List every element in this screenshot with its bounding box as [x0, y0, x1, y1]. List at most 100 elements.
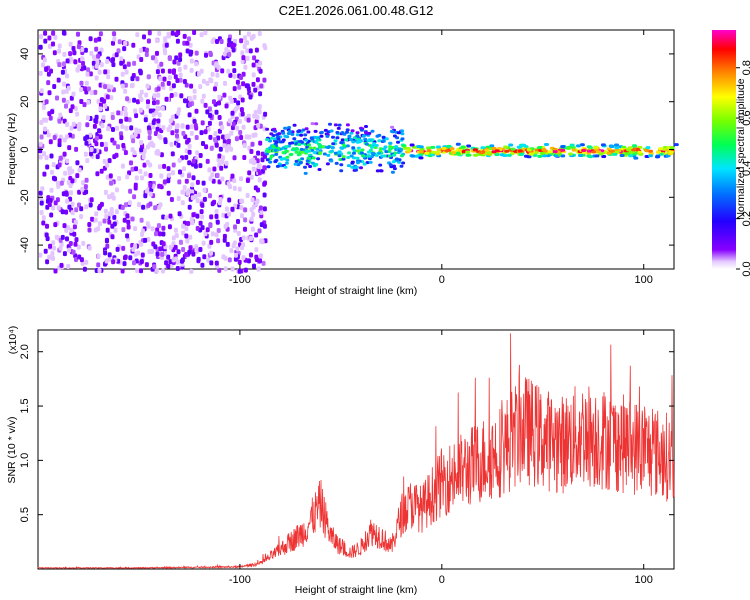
spectrogram-cell [81, 240, 86, 246]
spectrogram-cell [319, 130, 324, 134]
spectrogram-cell [229, 248, 234, 254]
spectrogram-cell [250, 141, 255, 147]
spectrogram-cell [226, 68, 231, 74]
spectrogram-cell [372, 142, 377, 146]
spectrogram-cell [168, 259, 173, 265]
spectrogram-cell [38, 190, 43, 196]
spectrogram-cell [179, 93, 184, 99]
spectrogram-cell [245, 40, 250, 46]
spectrogram-cell [57, 142, 62, 148]
spectrogram-cell [202, 196, 207, 202]
spectrogram-cell [258, 68, 263, 74]
spectrogram-cell [367, 131, 372, 135]
spectrogram-cell [264, 152, 269, 156]
spectrogram-cell [209, 214, 214, 220]
spectrogram-cell [125, 96, 130, 102]
spectrogram-cell [387, 150, 392, 153]
spectrogram-cell [187, 173, 191, 179]
spectrogram-cell [69, 190, 73, 196]
spectrogram-cell [201, 78, 206, 84]
spectrogram-cell [222, 143, 227, 149]
spectrogram-cell [198, 220, 203, 226]
spectrogram-cell [65, 73, 69, 79]
spectrogram-cell [175, 38, 180, 44]
spectrogram-cell [41, 104, 46, 110]
spectrogram-cell [260, 239, 265, 245]
spectrogram-cell [141, 204, 146, 210]
spectrogram-cell [528, 152, 534, 156]
spectrogram-cell [338, 158, 343, 161]
spectrogram-cell [308, 146, 313, 150]
spectrogram-cell [351, 146, 356, 150]
spectrogram-cell [176, 196, 181, 201]
spectrogram-cell [62, 251, 67, 257]
spectrogram-cell [339, 146, 344, 150]
spectrogram-cell [151, 124, 156, 130]
spectrogram-cell [210, 172, 215, 178]
spectrogram-cell [166, 127, 171, 132]
spectrogram-cell [155, 99, 160, 105]
spectrogram-cell [214, 61, 219, 67]
spectrogram-cell [224, 47, 229, 53]
spectrogram-cell [176, 249, 181, 255]
spectrogram-cell [216, 157, 221, 163]
spectrogram-cell [184, 226, 189, 232]
snr-y-label: SNR (10 * v/v) [6, 416, 18, 483]
spectrogram-cell [41, 117, 46, 123]
spectrogram-cell [294, 159, 299, 163]
spectrogram-cell [637, 150, 643, 154]
spectrogram-cell [134, 127, 139, 133]
spectrogram-cell [129, 125, 134, 131]
spectrogram-cell [227, 52, 232, 57]
spectrogram-cell [38, 252, 43, 258]
snr-panel: -100 0 100 0.5 1.0 1.5 2.0 Height of straight… [6, 326, 675, 596]
spectrogram-cell [273, 148, 278, 152]
spectrogram-cell [128, 188, 133, 194]
spectrogram-cell [242, 155, 247, 160]
spectrogram-cell [560, 145, 566, 149]
spectrogram-cell [156, 86, 161, 92]
spectrogram-cell [107, 252, 112, 258]
spectrogram-cell [119, 135, 124, 141]
spectrogram-cell [201, 240, 206, 246]
spectrogram-cell [82, 266, 87, 272]
spectrogram-cell [673, 143, 679, 147]
spectrogram-cell [586, 149, 592, 153]
spectrogram-cell [146, 74, 151, 80]
spectrogram-cell [537, 146, 543, 149]
spectrogram-cell [86, 67, 91, 73]
spectrogram-cell [224, 147, 229, 153]
spectrogram-cell [571, 148, 577, 152]
spectrogram-cell [220, 176, 225, 182]
spectrogram-cell [68, 132, 72, 138]
spectrogram-cell [337, 123, 342, 127]
spectrogram-cell [351, 140, 356, 144]
spectrogram-cell [219, 39, 224, 44]
spectrogram-cell [157, 164, 162, 170]
spectrogram-cell [232, 68, 237, 74]
spectrogram-cell [96, 253, 101, 259]
spectrogram-region-noise [38, 30, 268, 274]
spectrogram-cell [331, 135, 335, 139]
spectrogram-cell [221, 155, 225, 161]
spectrogram-cell [128, 255, 133, 261]
colorbar: 0.0 0.2 0.4 0.6 0.8 Normalized spectral ampl… [712, 30, 750, 277]
spectrogram-cell [104, 238, 109, 244]
spectrogram-cell [449, 147, 455, 151]
spectrogram-cell [144, 92, 149, 98]
spectrogram-cell [208, 176, 213, 182]
spectrogram-cell [237, 84, 242, 90]
spectrogram-cell [294, 150, 299, 154]
spectrogram-cell [178, 169, 182, 175]
spectrogram-cell [41, 215, 46, 221]
spectrogram-cell [578, 154, 583, 157]
spectrogram-cell [569, 143, 575, 147]
spectrogram-cell [162, 47, 167, 53]
spectrogram-cell [132, 60, 137, 66]
spectrogram-cell [85, 134, 90, 140]
spectrogram-cell [224, 206, 229, 212]
spectrogram-cell [243, 226, 247, 232]
spectrogram-cell [123, 40, 128, 46]
spectrogram-cell [643, 148, 649, 152]
spectrogram-cell [249, 174, 254, 180]
